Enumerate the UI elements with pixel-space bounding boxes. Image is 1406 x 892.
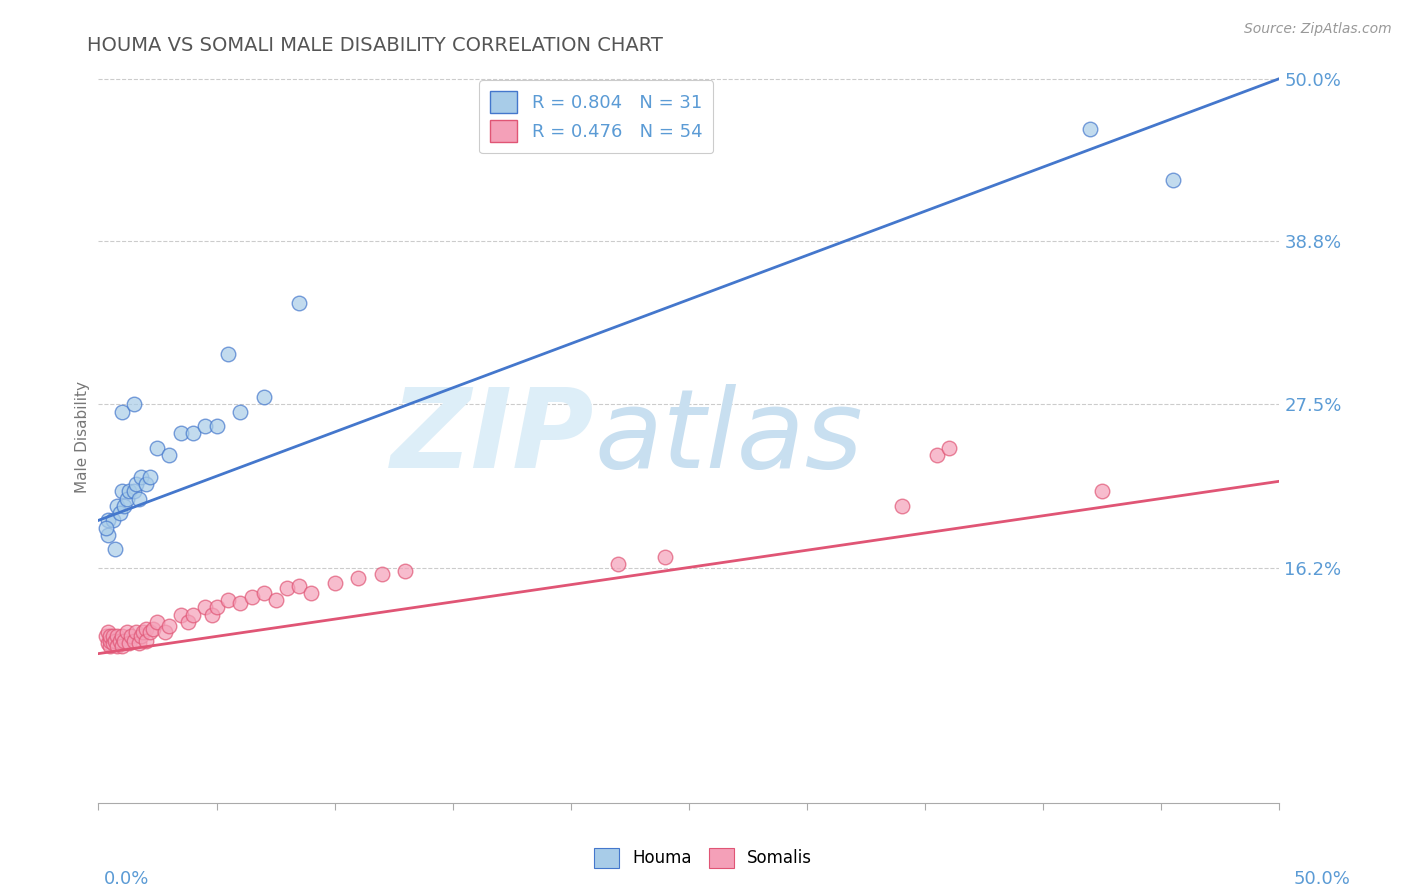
Point	[135, 622, 157, 636]
Point	[121, 629, 143, 643]
Point	[229, 405, 252, 419]
Point	[181, 426, 204, 441]
Legend: R = 0.804   N = 31, R = 0.476   N = 54: R = 0.804 N = 31, R = 0.476 N = 54	[479, 80, 713, 153]
Point	[115, 491, 138, 506]
Point	[205, 419, 228, 434]
Point	[299, 586, 322, 600]
Point	[229, 596, 252, 610]
Point	[98, 629, 121, 643]
Point	[97, 636, 120, 650]
Point	[104, 542, 127, 557]
Point	[111, 405, 134, 419]
Point	[264, 593, 287, 607]
Point	[177, 615, 200, 629]
Point	[101, 636, 124, 650]
Point	[394, 564, 416, 578]
Point	[98, 640, 121, 654]
Point	[132, 624, 155, 639]
Text: 0.0%: 0.0%	[104, 870, 149, 888]
Point	[157, 619, 180, 633]
Point	[194, 419, 217, 434]
Point	[122, 484, 145, 499]
Point	[153, 624, 176, 639]
Point	[240, 590, 263, 604]
Text: 50.0%: 50.0%	[1294, 870, 1350, 888]
Point	[111, 629, 134, 643]
Point	[101, 629, 124, 643]
Point	[139, 470, 162, 484]
Point	[1161, 173, 1184, 187]
Point	[181, 607, 204, 622]
Point	[118, 636, 141, 650]
Text: HOUMA VS SOMALI MALE DISABILITY CORRELATION CHART: HOUMA VS SOMALI MALE DISABILITY CORRELAT…	[87, 36, 662, 54]
Point	[94, 629, 117, 643]
Point	[938, 441, 960, 455]
Point	[142, 622, 165, 636]
Point	[94, 520, 117, 534]
Text: atlas: atlas	[595, 384, 863, 491]
Point	[288, 296, 311, 310]
Point	[125, 477, 148, 491]
Point	[112, 499, 135, 513]
Point	[98, 633, 121, 648]
Point	[146, 615, 169, 629]
Y-axis label: Male Disability: Male Disability	[75, 381, 90, 493]
Point	[101, 513, 124, 527]
Point	[105, 640, 128, 654]
Point	[925, 448, 948, 462]
Point	[129, 629, 152, 643]
Point	[115, 624, 138, 639]
Point	[205, 600, 228, 615]
Point	[1091, 484, 1114, 499]
Point	[890, 499, 912, 513]
Point	[217, 593, 239, 607]
Point	[607, 557, 630, 571]
Point	[104, 633, 127, 648]
Point	[97, 624, 120, 639]
Point	[654, 549, 676, 564]
Point	[371, 566, 394, 581]
Point	[146, 441, 169, 455]
Point	[135, 477, 157, 491]
Point	[323, 575, 346, 590]
Point	[1080, 122, 1102, 136]
Point	[253, 390, 276, 404]
Point	[135, 633, 157, 648]
Point	[170, 426, 193, 441]
Point	[112, 633, 135, 648]
Point	[129, 470, 152, 484]
Text: Source: ZipAtlas.com: Source: ZipAtlas.com	[1244, 22, 1392, 37]
Point	[288, 578, 311, 592]
Point	[125, 624, 148, 639]
Point	[108, 506, 131, 520]
Legend: Houma, Somalis: Houma, Somalis	[588, 841, 818, 875]
Point	[217, 347, 239, 361]
Point	[194, 600, 217, 615]
Point	[111, 484, 134, 499]
Point	[108, 633, 131, 648]
Point	[128, 491, 150, 506]
Point	[253, 586, 276, 600]
Point	[157, 448, 180, 462]
Point	[122, 633, 145, 648]
Point	[347, 571, 370, 585]
Text: ZIP: ZIP	[391, 384, 595, 491]
Point	[111, 640, 134, 654]
Point	[276, 582, 298, 596]
Point	[139, 624, 162, 639]
Point	[128, 636, 150, 650]
Point	[97, 528, 120, 542]
Point	[97, 513, 120, 527]
Point	[201, 607, 224, 622]
Point	[118, 484, 141, 499]
Point	[105, 499, 128, 513]
Point	[170, 607, 193, 622]
Point	[122, 397, 145, 411]
Point	[105, 629, 128, 643]
